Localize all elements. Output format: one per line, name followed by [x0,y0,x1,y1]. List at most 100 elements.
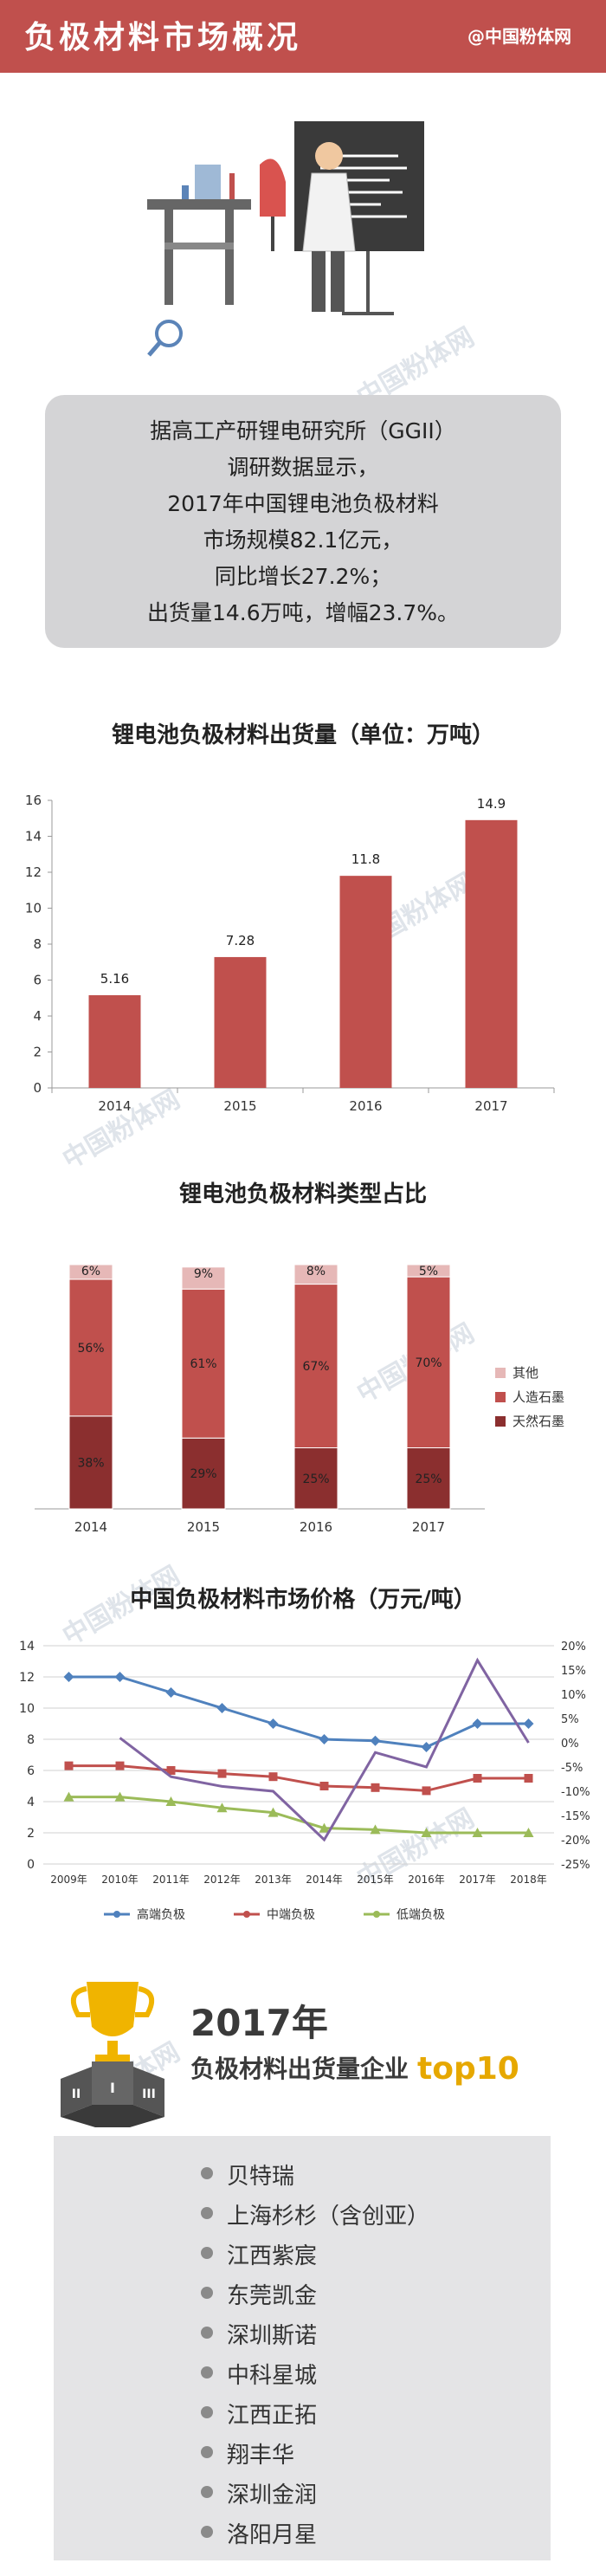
data-point [473,1774,482,1783]
stack-segment [68,1264,113,1280]
series-line [68,1764,529,1792]
y-tick-label: 0 [27,1858,35,1872]
y-tick-label: 2 [33,1045,42,1060]
stack-segment [181,1437,226,1510]
summary-line: 调研数据显示， [227,455,379,480]
y-tick-label: 12 [19,1671,35,1685]
legend-label: 其他 [513,1365,538,1381]
data-point [63,1672,74,1682]
x-tick-label: 2015年 [357,1874,394,1886]
data-point [422,1786,431,1796]
x-tick-label: 2018年 [510,1874,547,1886]
data-point [371,1783,380,1792]
podium-icon: II I III [61,2061,164,2127]
company-item: 上海杉杉（含创亚） [227,2204,430,2230]
y-tick-label: 0 [33,1080,42,1096]
data-point [114,1672,126,1682]
x-tick-label: 2009年 [50,1874,87,1886]
data-point [165,1687,177,1698]
y2-tick-label: -5% [561,1762,583,1775]
stack-segment [68,1278,113,1417]
data-point [166,1766,176,1775]
chart3-title: 中国负极材料市场价格（万元/吨） [130,1587,476,1613]
banner-top10: top10 [417,2051,519,2087]
legend-label: 天然石墨 [513,1414,564,1429]
x-tick-label: 2012年 [203,1874,241,1886]
podium-label: I [110,2080,115,2096]
type-share-stacked-chart: 38% 56% 6% 2014 29% 61% 9% 2015 25% 67% 8% 2016 25% 7… [35,1264,564,1535]
summary-line: 市场规模82.1亿元， [203,527,403,553]
legend-label: 低端负极 [396,1908,445,1922]
bar [214,956,267,1088]
x-tick-label: 2010年 [101,1874,139,1886]
bullet-icon [201,2247,213,2259]
x-tick-label: 2014 [98,1098,131,1114]
x-tick-label: 2015 [223,1098,256,1114]
series-line [68,1675,529,1749]
series-line [119,1657,530,1842]
legend-swatch [495,1392,506,1402]
y-tick-label: 10 [19,1702,35,1716]
segment-label: 25% [302,1472,329,1486]
summary-line: 出货量14.6万吨，增幅23.7%。 [146,600,460,625]
company-item: 中科星城 [227,2363,318,2389]
page-title: 负极材料市场概况 [24,20,302,55]
chart2-title: 锂电池负极材料类型占比 [178,1181,427,1207]
data-point [114,1791,126,1802]
bullet-icon [201,2446,213,2458]
segment-label: 8% [306,1265,326,1278]
segment-label: 56% [77,1342,104,1356]
y2-tick-label: 15% [561,1665,586,1678]
data-point [268,1772,278,1782]
top10-banner: II I III 2017年 负极材料出货量企业 top10 [61,1982,519,2127]
x-tick-label: 2016 [300,1519,332,1535]
data-label: 7.28 [226,933,255,948]
x-tick-label: 2011年 [152,1874,190,1886]
series-line [68,1796,529,1835]
x-tick-label: 2013年 [255,1874,292,1886]
summary-line: 据高工产研锂电研究所（GGII） [150,418,456,443]
company-item: 翔丰华 [227,2443,295,2469]
y-tick-label: 8 [27,1733,35,1747]
y-tick-label: 4 [27,1796,35,1809]
legend-label: 人造石墨 [513,1389,564,1405]
summary-box: 据高工产研锂电研究所（GGII） 调研数据显示， 2017年中国锂电池负极材料 … [45,395,561,648]
scientist-illustration [147,121,424,357]
data-point [217,1769,227,1778]
brand-logo: @中国粉体网 [467,26,571,47]
data-point [523,1828,534,1837]
x-tick-label: 2016 [349,1098,382,1114]
bullet-icon [201,2167,213,2179]
data-point [64,1761,74,1770]
data-point [370,1824,381,1835]
segment-label: 25% [415,1472,442,1486]
segment-label: 9% [194,1267,213,1281]
y-tick-label: 10 [25,901,42,916]
bar [465,819,518,1088]
legend-label: 中端负极 [267,1908,315,1922]
price-line-chart: 0 2 4 6 8 10 12 14 -25% -20% -15% -10% -5% 0% 5% 10% 15%… [19,1640,590,1922]
trophy-icon [70,1982,155,2061]
red-chair [260,159,286,217]
y-tick-label: 6 [27,1764,35,1778]
y2-tick-label: 5% [561,1713,579,1726]
microscope-icon [195,165,221,199]
bullet-icon [201,2207,213,2219]
x-tick-label: 2014年 [306,1874,343,1886]
company-item: 深圳金润 [227,2482,318,2508]
data-label: 14.9 [477,796,506,812]
podium-label: II [72,2087,81,2101]
data-point [421,1742,432,1752]
legend-label: 高端负极 [137,1907,185,1922]
company-item: 贝特瑞 [227,2164,295,2190]
y2-tick-label: -15% [561,1810,590,1823]
company-item: 江西紫宸 [227,2243,318,2269]
y-tick-label: 14 [25,829,42,845]
y-tick-label: 2 [27,1827,35,1841]
stack-segment [293,1264,338,1285]
bar [339,876,392,1088]
lab-coat [302,172,356,252]
data-point [115,1761,125,1770]
shipment-bar-chart: 0 2 4 6 8 10 12 14 16 5.16 2014 7.28 2015 11.8 2016 14.… [25,793,555,1114]
summary-line: 2017年中国锂电池负极材料 [167,491,439,516]
